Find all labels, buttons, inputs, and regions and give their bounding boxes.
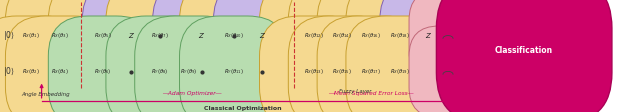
Text: ―Mean Squared Error Loss―: ―Mean Squared Error Loss―: [328, 91, 414, 96]
Text: ―Adam Optimizer―: ―Adam Optimizer―: [163, 91, 221, 96]
FancyBboxPatch shape: [317, 16, 425, 112]
FancyBboxPatch shape: [289, 0, 397, 92]
Text: $Z$: $Z$: [259, 31, 266, 40]
Text: $|0\rangle$: $|0\rangle$: [3, 65, 15, 78]
Text: $R_X(\theta_{15})$: $R_X(\theta_{15})$: [332, 67, 353, 76]
FancyBboxPatch shape: [260, 0, 367, 92]
FancyBboxPatch shape: [49, 0, 156, 92]
FancyBboxPatch shape: [214, 0, 312, 92]
Text: $R_X(\theta_{16})$: $R_X(\theta_{16})$: [361, 31, 381, 40]
Text: $Z$: $Z$: [127, 31, 135, 40]
Text: $R_Y(\theta_{11})$: $R_Y(\theta_{11})$: [224, 67, 243, 76]
FancyBboxPatch shape: [409, 26, 487, 112]
FancyBboxPatch shape: [106, 16, 214, 112]
Text: $R_X(\theta_{19})$: $R_X(\theta_{19})$: [390, 67, 410, 76]
FancyBboxPatch shape: [380, 0, 478, 92]
Text: Classical Optimization: Classical Optimization: [204, 106, 282, 111]
FancyBboxPatch shape: [409, 0, 487, 82]
Text: $R_X(\theta_{14})$: $R_X(\theta_{14})$: [332, 31, 353, 40]
Text: Angle Embedding: Angle Embedding: [22, 92, 70, 97]
Text: $R_X(\theta_{17})$: $R_X(\theta_{17})$: [361, 67, 381, 76]
FancyBboxPatch shape: [260, 16, 367, 112]
Text: $R_X(\theta_4)$: $R_X(\theta_4)$: [51, 67, 68, 76]
Text: $R_X(\theta_3)$: $R_X(\theta_3)$: [51, 31, 68, 40]
Text: Fuzzy Layer: Fuzzy Layer: [339, 89, 371, 94]
FancyBboxPatch shape: [179, 0, 288, 92]
FancyBboxPatch shape: [317, 0, 425, 92]
FancyBboxPatch shape: [5, 0, 114, 92]
FancyBboxPatch shape: [0, 0, 85, 92]
FancyBboxPatch shape: [0, 16, 85, 112]
Text: Classification: Classification: [495, 46, 553, 55]
Text: $|0\rangle$: $|0\rangle$: [3, 29, 15, 42]
Text: $R_Y(\theta_9)$: $R_Y(\theta_9)$: [180, 67, 198, 76]
FancyBboxPatch shape: [5, 16, 114, 112]
Text: $R_X(\theta_{18})$: $R_X(\theta_{18})$: [390, 31, 410, 40]
FancyBboxPatch shape: [436, 0, 612, 112]
FancyBboxPatch shape: [153, 0, 251, 92]
Text: $R_X(\theta_1)$: $R_X(\theta_1)$: [22, 31, 40, 40]
Text: $R_Y(\theta_8)$: $R_Y(\theta_8)$: [151, 67, 169, 76]
FancyBboxPatch shape: [346, 16, 454, 112]
Text: $Z$: $Z$: [198, 31, 205, 40]
FancyBboxPatch shape: [179, 16, 288, 112]
Text: $R_X(\theta_{10})$: $R_X(\theta_{10})$: [223, 31, 244, 40]
Text: $Z$: $Z$: [425, 31, 433, 40]
FancyBboxPatch shape: [346, 0, 454, 92]
FancyBboxPatch shape: [289, 16, 397, 112]
Bar: [10, 2, 477, 88]
FancyBboxPatch shape: [135, 16, 243, 112]
FancyBboxPatch shape: [82, 0, 180, 92]
Text: $R_X(\theta_{13})$: $R_X(\theta_{13})$: [303, 67, 324, 76]
Text: $R_X(\theta_2)$: $R_X(\theta_2)$: [22, 67, 40, 76]
Text: $R_X(\theta_{12})$: $R_X(\theta_{12})$: [303, 31, 324, 40]
Text: $R_X(\theta_5)$: $R_X(\theta_5)$: [93, 31, 111, 40]
FancyBboxPatch shape: [106, 0, 214, 92]
Text: $R_Y(\theta_6)$: $R_Y(\theta_6)$: [93, 67, 111, 76]
FancyBboxPatch shape: [49, 16, 156, 112]
Text: $R_X(\theta_7)$: $R_X(\theta_7)$: [151, 31, 169, 40]
